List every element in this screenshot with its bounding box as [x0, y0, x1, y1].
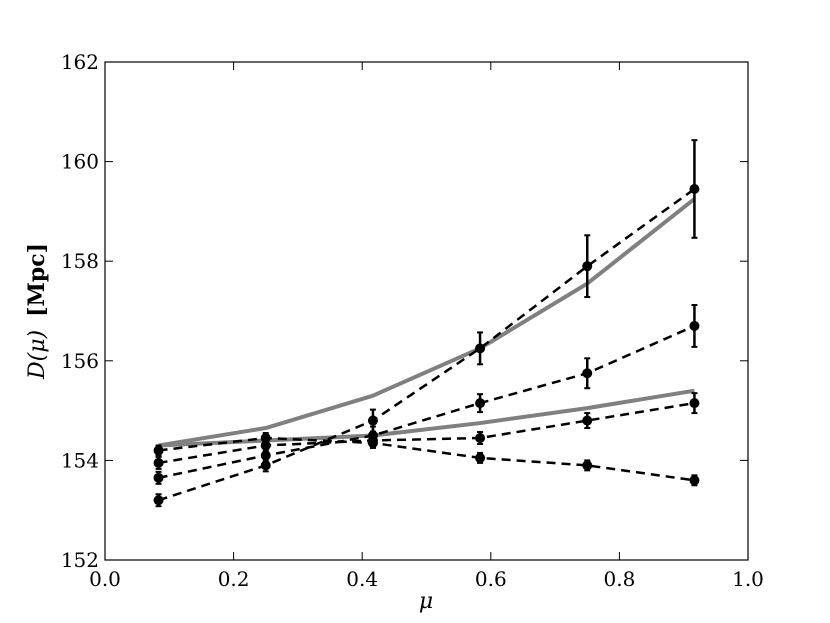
data-point-1-1	[260, 450, 271, 461]
x-tick-label-2: 0.4	[346, 567, 378, 591]
data-point-2-5	[689, 398, 700, 409]
data-point-0-3	[475, 343, 486, 354]
data-point-0-5	[689, 183, 700, 194]
tick-labels: 0.0 0.2 0.4 0.6 0.8 1.0 152 154 156 158 160 162	[61, 50, 764, 591]
x-tick-label-4: 0.8	[603, 567, 635, 591]
x-tick-label-5: 1.0	[732, 567, 764, 591]
data-point-2-4	[582, 415, 593, 426]
dashed-curve-2	[158, 401, 695, 465]
data-point-3-0	[153, 445, 164, 456]
data-point-3-5	[689, 475, 700, 486]
y-tick-label-5: 162	[61, 50, 99, 74]
data-point-3-4	[582, 460, 593, 471]
data-point-3-1	[260, 432, 271, 443]
data-point-2-0	[153, 457, 164, 468]
y-axis-label: D(μ) [Mpc]	[24, 243, 50, 380]
solid-curve-0	[158, 197, 696, 448]
x-tick-label-1: 0.2	[218, 567, 250, 591]
data-point-3-2	[367, 437, 378, 448]
y-tick-label-1: 154	[61, 448, 99, 472]
y-axis-label-main: D(μ)	[25, 330, 50, 380]
data-point-3-3	[475, 452, 486, 463]
dashed-series-1	[153, 304, 700, 485]
data-point-0-2	[367, 415, 378, 426]
solid-curve-1	[158, 388, 695, 448]
data-point-1-0	[153, 472, 164, 483]
plot-frame	[104, 61, 749, 561]
y-tick-label-2: 156	[61, 349, 99, 373]
data-point-0-0	[153, 495, 164, 506]
y-tick-label-3: 158	[61, 249, 99, 273]
y-tick-label-4: 160	[61, 150, 99, 174]
x-axis-label: μ	[419, 589, 433, 614]
data-point-0-1	[260, 460, 271, 471]
data-point-1-4	[582, 368, 593, 379]
axis-ticks	[104, 61, 749, 561]
data-point-2-3	[475, 432, 486, 443]
x-tick-label-0: 0.0	[89, 567, 121, 591]
y-axis-label-unit: [Mpc]	[24, 243, 50, 317]
dashed-curve-0	[158, 187, 696, 502]
data-point-1-5	[689, 320, 700, 331]
dashed-curve-1	[158, 324, 695, 480]
dashed-series-3	[153, 432, 700, 487]
data-point-0-4	[582, 261, 593, 272]
y-tick-label-0: 152	[61, 548, 99, 572]
x-tick-label-3: 0.6	[475, 567, 507, 591]
model-curves	[158, 197, 696, 448]
measured-curves	[153, 139, 700, 508]
data-point-1-3	[475, 398, 486, 409]
dashed-curve-3	[158, 436, 695, 482]
